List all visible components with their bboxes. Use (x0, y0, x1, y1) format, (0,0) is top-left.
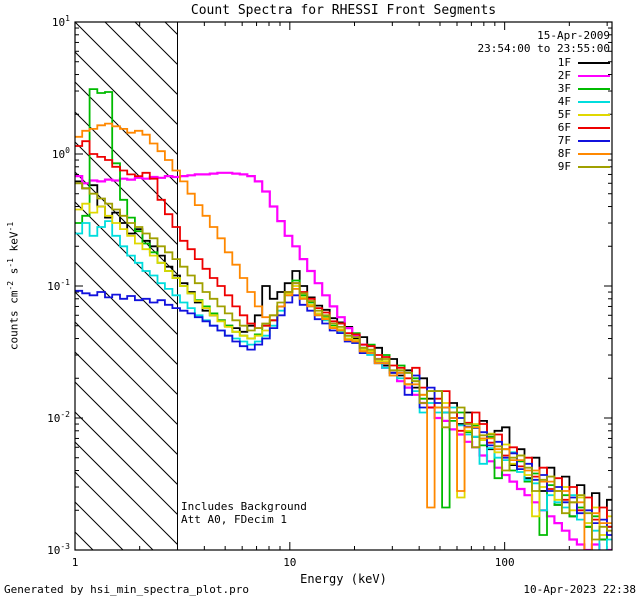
legend-item-7F: 7F (558, 134, 610, 147)
series-lines (75, 88, 612, 550)
hatch-line (75, 351, 178, 455)
hatch-line (75, 291, 178, 395)
legend-label-2F: 2F (557, 69, 571, 82)
y-axis-label-text: s (7, 267, 21, 281)
legend-label-7F: 7F (557, 134, 571, 147)
legend-label-4F: 4F (557, 95, 571, 108)
legend-label-6F: 6F (557, 121, 571, 134)
x-axis-label: Energy (keV) (300, 572, 387, 586)
legend-label-3F: 3F (557, 82, 571, 95)
legend-label-5F: 5F (557, 108, 571, 121)
legend: 1F 2F 3F 4F 5F 6F 7F 8F 9F (558, 56, 610, 173)
legend-line-swatch (578, 113, 610, 116)
y-tick-label: 10-1 (47, 278, 70, 293)
y-tick-label: 10-2 (47, 410, 70, 425)
legend-item-9F: 9F (558, 160, 610, 173)
hatch-line (75, 411, 178, 515)
legend-line-swatch (578, 152, 610, 155)
obs-date: 15-Apr-2009 (537, 29, 610, 42)
hatch-line (75, 141, 178, 245)
hatch-line (75, 261, 178, 365)
y-axis-label-exponent: -1 (6, 221, 15, 232)
hatch-line (104, 22, 178, 95)
series-line-8F (75, 122, 612, 550)
legend-label-1F: 1F (557, 56, 571, 69)
legend-item-3F: 3F (558, 82, 610, 95)
y-axis-label-text: counts cm (7, 290, 21, 351)
legend-line-swatch (578, 61, 610, 64)
legend-item-5F: 5F (558, 108, 610, 121)
annotation-background: Includes Background (181, 500, 307, 513)
footer-datetime: 10-Apr-2023 22:38 (523, 583, 636, 596)
hatch-line (134, 22, 178, 65)
legend-item-1F: 1F (558, 56, 610, 69)
hatch-line (75, 471, 154, 550)
series-line-2F (75, 171, 612, 550)
legend-item-8F: 8F (558, 147, 610, 160)
legend-line-swatch (578, 100, 610, 103)
hatch-line (75, 201, 178, 305)
hatch-line (75, 231, 178, 335)
y-axis-label-text: keV (7, 231, 21, 258)
hatch-line (75, 321, 178, 425)
legend-item-2F: 2F (558, 69, 610, 82)
legend-item-6F: 6F (558, 121, 610, 134)
hatch-line (75, 381, 178, 485)
hatch-line (75, 531, 94, 550)
hatch-line (75, 81, 178, 185)
hatch-region (75, 22, 178, 550)
x-tick-label: 10 (283, 556, 296, 569)
legend-item-4F: 4F (558, 95, 610, 108)
hatch-line (75, 501, 124, 550)
plot-frame (74, 21, 613, 551)
annotation-attenuator: Att A0, FDecim 1 (181, 513, 287, 526)
legend-label-9F: 9F (557, 160, 571, 173)
y-tick-label: 100 (52, 146, 70, 161)
y-tick-label: 10-3 (47, 542, 70, 557)
legend-line-swatch (578, 87, 610, 90)
legend-line-swatch (578, 126, 610, 129)
legend-line-swatch (578, 74, 610, 77)
x-tick-label: 1 (72, 556, 79, 569)
y-axis-label: counts cm-2 s-1 keV-1 (6, 186, 22, 386)
hatch-line (75, 441, 178, 545)
y-axis-label-exponent: -2 (6, 280, 15, 291)
legend-line-swatch (578, 139, 610, 142)
footer-generator: Generated by hsi_min_spectra_plot.pro (4, 583, 250, 596)
y-axis-label-exponent: -1 (6, 258, 15, 268)
hatch-line (75, 51, 178, 155)
hatch-line (75, 22, 178, 125)
x-tick-label: 100 (495, 556, 515, 569)
obs-time-range: 23:54:00 to 23:55:00 (477, 42, 610, 55)
legend-line-swatch (578, 165, 610, 168)
legend-label-8F: 8F (557, 147, 571, 160)
series-line-9F (75, 182, 612, 541)
y-tick-label: 101 (52, 14, 70, 29)
chart-title: Count Spectra for RHESSI Front Segments (190, 3, 497, 18)
